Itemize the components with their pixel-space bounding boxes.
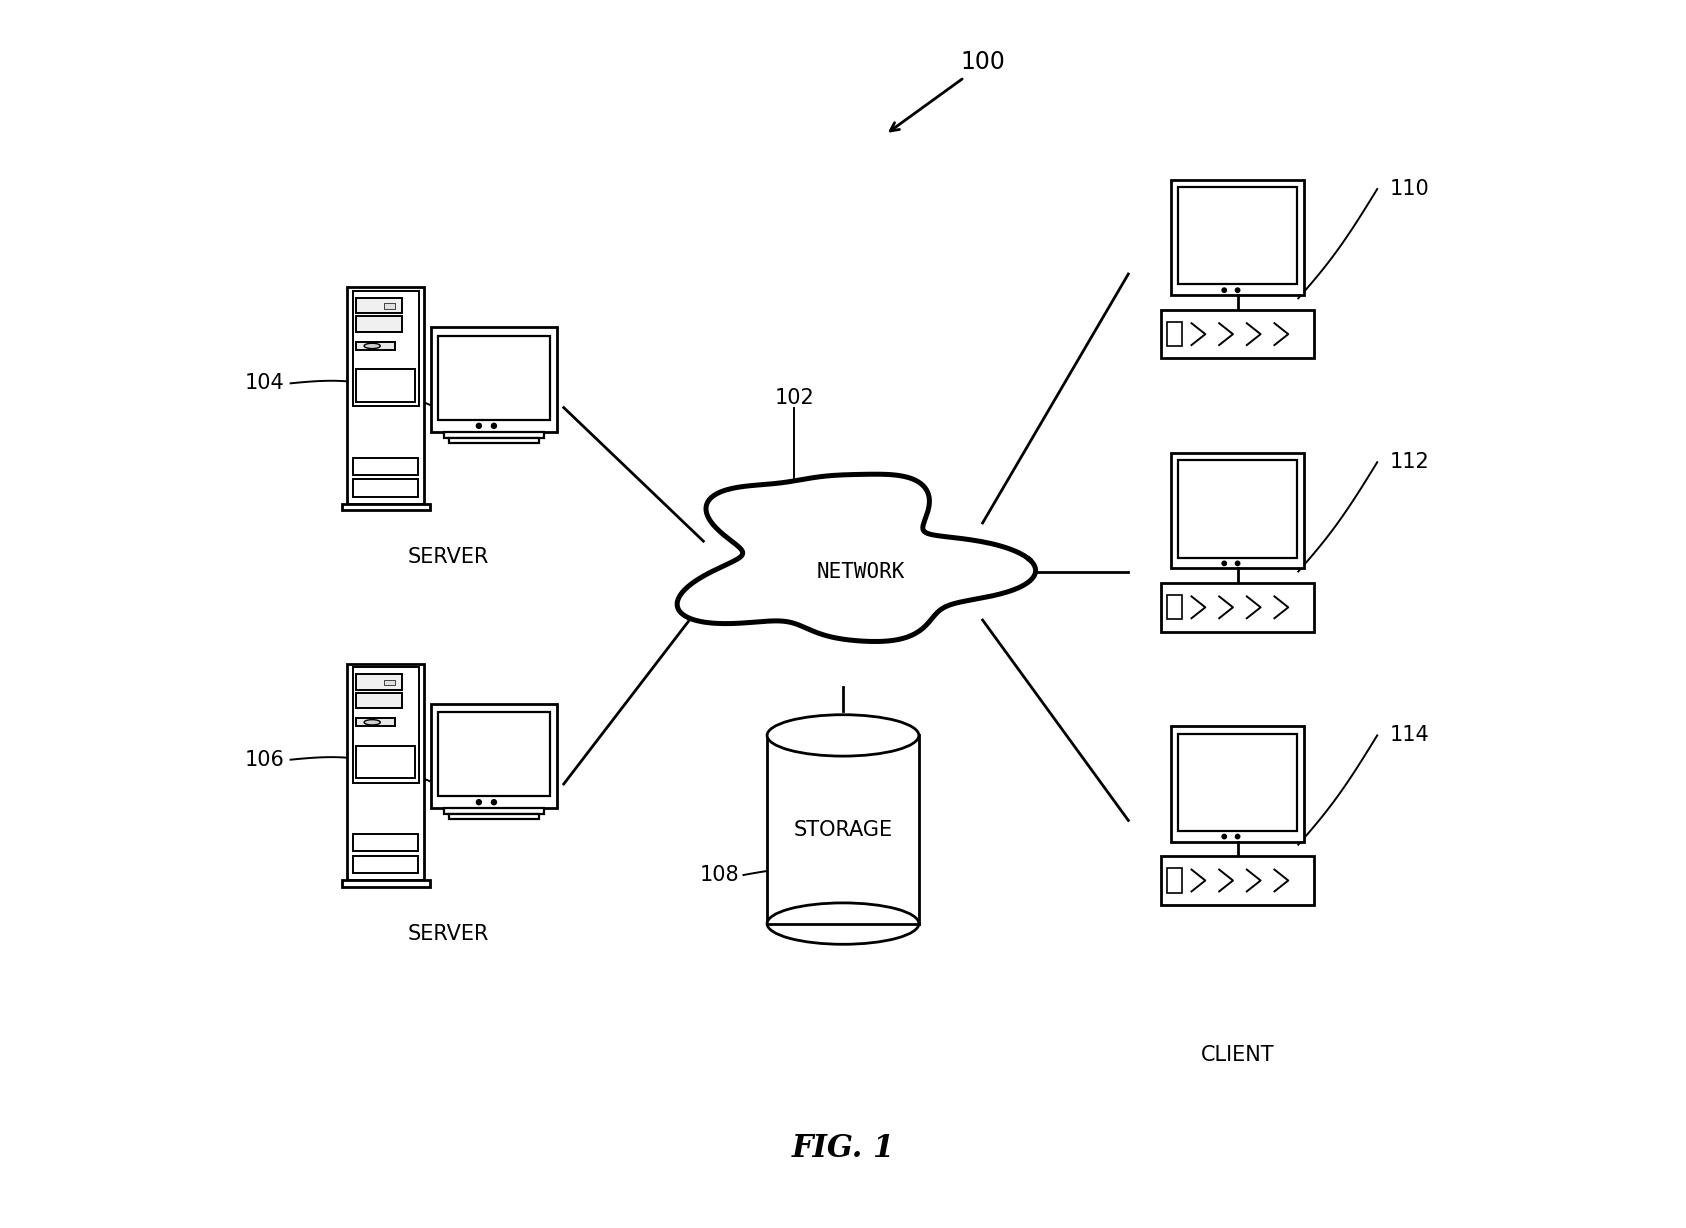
Text: CLIENT: CLIENT [1200, 772, 1275, 792]
FancyBboxPatch shape [1179, 460, 1297, 558]
FancyBboxPatch shape [354, 479, 418, 497]
FancyBboxPatch shape [356, 693, 403, 709]
FancyBboxPatch shape [354, 856, 418, 873]
FancyBboxPatch shape [356, 718, 395, 727]
FancyBboxPatch shape [1160, 583, 1315, 631]
Circle shape [1236, 834, 1239, 839]
FancyBboxPatch shape [1167, 868, 1182, 893]
FancyBboxPatch shape [1170, 181, 1305, 295]
Text: NETWORK: NETWORK [818, 561, 905, 582]
FancyBboxPatch shape [432, 328, 556, 432]
FancyBboxPatch shape [342, 880, 430, 887]
FancyBboxPatch shape [384, 680, 395, 685]
Text: 102: 102 [774, 388, 814, 408]
Circle shape [1222, 289, 1226, 292]
Ellipse shape [364, 720, 381, 725]
Circle shape [1222, 834, 1226, 839]
Text: CLIENT: CLIENT [1200, 499, 1275, 518]
FancyBboxPatch shape [432, 704, 556, 808]
Text: 110: 110 [1389, 179, 1430, 199]
FancyBboxPatch shape [443, 808, 545, 814]
Polygon shape [678, 474, 1035, 641]
Text: 108: 108 [700, 865, 740, 885]
FancyBboxPatch shape [767, 736, 919, 923]
FancyBboxPatch shape [347, 663, 425, 880]
Circle shape [491, 424, 496, 429]
FancyBboxPatch shape [384, 303, 395, 308]
FancyBboxPatch shape [1170, 453, 1305, 569]
Ellipse shape [767, 715, 919, 756]
FancyBboxPatch shape [438, 712, 550, 796]
FancyBboxPatch shape [352, 291, 418, 406]
FancyBboxPatch shape [443, 432, 545, 437]
Circle shape [1236, 561, 1239, 566]
FancyBboxPatch shape [356, 370, 415, 402]
FancyBboxPatch shape [356, 341, 395, 350]
FancyBboxPatch shape [356, 674, 403, 690]
Circle shape [1222, 561, 1226, 566]
FancyBboxPatch shape [352, 668, 418, 782]
Text: CLIENT: CLIENT [1200, 1045, 1275, 1065]
Text: 114: 114 [1389, 726, 1430, 745]
Circle shape [477, 424, 482, 429]
Circle shape [477, 799, 482, 804]
FancyBboxPatch shape [448, 437, 540, 443]
FancyBboxPatch shape [448, 814, 540, 819]
Text: 112: 112 [1389, 452, 1430, 473]
Ellipse shape [364, 344, 381, 349]
FancyBboxPatch shape [1160, 309, 1315, 359]
FancyBboxPatch shape [356, 298, 403, 313]
FancyBboxPatch shape [354, 458, 418, 475]
FancyBboxPatch shape [438, 335, 550, 420]
Text: SERVER: SERVER [408, 923, 489, 943]
FancyBboxPatch shape [342, 503, 430, 510]
Circle shape [491, 799, 496, 804]
Text: STORAGE: STORAGE [794, 820, 892, 840]
Circle shape [1236, 289, 1239, 292]
FancyBboxPatch shape [1167, 596, 1182, 619]
FancyBboxPatch shape [347, 287, 425, 503]
FancyBboxPatch shape [356, 745, 415, 779]
Ellipse shape [767, 903, 919, 944]
FancyBboxPatch shape [1170, 726, 1305, 841]
Text: 104: 104 [244, 373, 285, 393]
Text: 100: 100 [961, 49, 1005, 74]
FancyBboxPatch shape [1179, 187, 1297, 285]
Text: SERVER: SERVER [408, 548, 489, 567]
FancyBboxPatch shape [1179, 733, 1297, 830]
FancyBboxPatch shape [356, 317, 403, 332]
Text: FIG. 1: FIG. 1 [791, 1132, 895, 1164]
FancyBboxPatch shape [1160, 856, 1315, 905]
Text: 106: 106 [244, 749, 285, 770]
FancyBboxPatch shape [354, 834, 418, 851]
FancyBboxPatch shape [1167, 322, 1182, 346]
